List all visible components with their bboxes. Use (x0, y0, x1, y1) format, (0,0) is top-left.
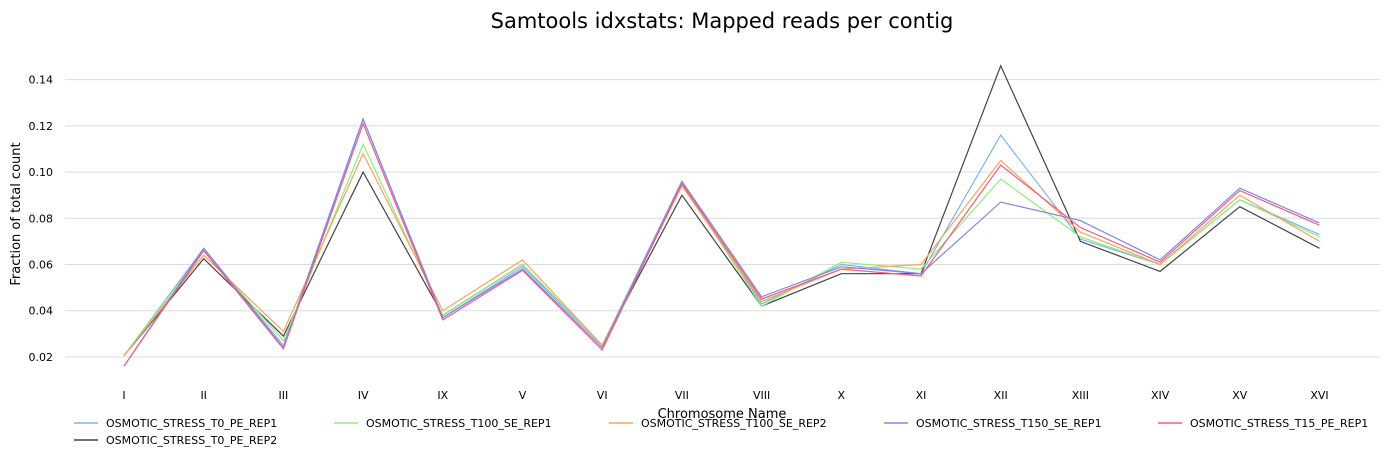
x-tick-label: II (200, 389, 207, 402)
legend-item[interactable]: OSMOTIC_STRESS_T15_PE_REP1 (1158, 417, 1368, 430)
legend-label: OSMOTIC_STRESS_T150_SE_REP1 (916, 417, 1102, 430)
legend-label: OSMOTIC_STRESS_T100_SE_REP2 (641, 417, 827, 430)
y-axis-ticks: 0.02 0.04 0.06 0.08 0.10 0.12 0.14 (29, 74, 54, 364)
x-tick-label: VII (675, 389, 689, 402)
x-tick-label: X (838, 389, 846, 402)
legend-item[interactable]: OSMOTIC_STRESS_T0_PE_REP2 (74, 434, 277, 447)
series-lines (123, 64, 1320, 367)
x-tick-label: I (122, 389, 125, 402)
legend-label: OSMOTIC_STRESS_T15_PE_REP1 (1190, 417, 1368, 430)
legend-label: OSMOTIC_STRESS_T0_PE_REP2 (106, 434, 277, 447)
x-tick-label: XV (1232, 389, 1248, 402)
x-tick-label: VI (597, 389, 608, 402)
gridlines (65, 79, 1380, 358)
x-tick-label: XI (916, 389, 927, 402)
series-line-2 (123, 64, 1320, 357)
y-tick-label: 0.06 (29, 258, 54, 271)
legend-item[interactable]: OSMOTIC_STRESS_T0_PE_REP1 (74, 417, 277, 430)
x-tick-label: XIII (1072, 389, 1089, 402)
legend-item[interactable]: OSMOTIC_STRESS_T100_SE_REP1 (334, 417, 552, 430)
x-axis-label: Chromosome Name (658, 407, 787, 422)
series-line-4 (123, 152, 1320, 357)
y-tick-label: 0.08 (29, 212, 54, 225)
x-tick-label: VIII (753, 389, 770, 402)
x-tick-label: III (279, 389, 289, 402)
y-tick-label: 0.10 (29, 166, 54, 179)
x-tick-label: XII (994, 389, 1008, 402)
y-tick-label: 0.04 (29, 305, 54, 318)
legend-label: OSMOTIC_STRESS_T100_SE_REP1 (366, 417, 552, 430)
y-tick-label: 0.12 (29, 120, 54, 133)
chart-title: Samtools idxstats: Mapped reads per cont… (491, 9, 954, 33)
y-axis-label: Fraction of total count (9, 142, 24, 285)
x-tick-label: IV (358, 389, 369, 402)
legend: OSMOTIC_STRESS_T0_PE_REP1 OSMOTIC_STRESS_… (74, 417, 1368, 447)
y-tick-label: 0.02 (29, 351, 54, 364)
x-axis-ticks: I II III IV IX V VI VII VIII X XI XII XIII XIV XV XVI (122, 389, 1328, 402)
legend-label: OSMOTIC_STRESS_T0_PE_REP1 (106, 417, 277, 430)
x-tick-label: V (519, 389, 527, 402)
y-tick-label: 0.14 (29, 74, 54, 87)
series-line-6 (123, 121, 1320, 367)
series-line-1 (123, 117, 1320, 357)
series-line-5 (123, 117, 1320, 367)
x-tick-label: XIV (1151, 389, 1170, 402)
legend-item[interactable]: OSMOTIC_STRESS_T150_SE_REP1 (884, 417, 1102, 430)
x-tick-label: IX (437, 389, 448, 402)
x-tick-label: XVI (1310, 389, 1328, 402)
legend-item[interactable]: OSMOTIC_STRESS_T100_SE_REP2 (609, 417, 827, 430)
